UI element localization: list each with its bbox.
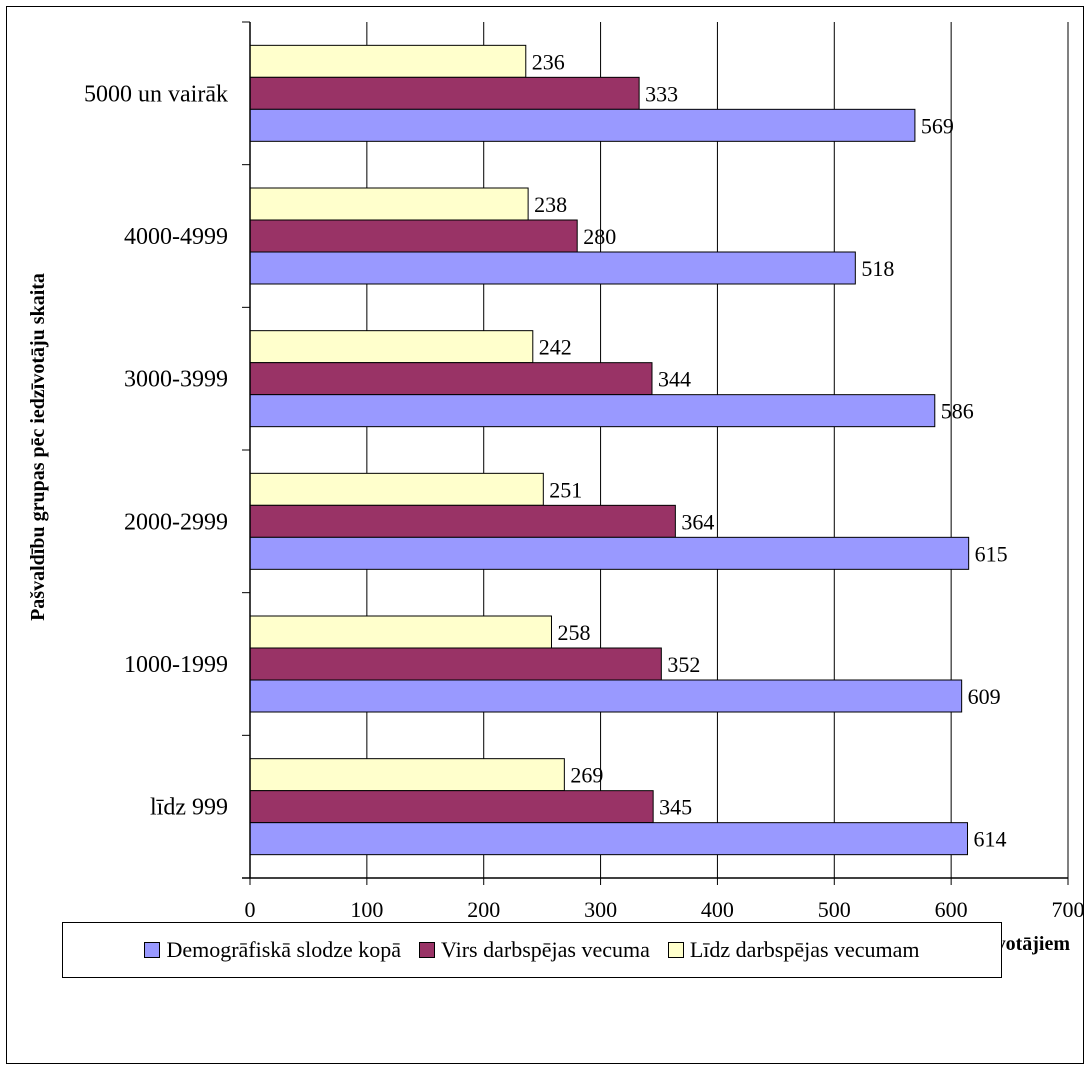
bar — [249, 330, 534, 364]
bar-value-label: 258 — [557, 620, 590, 645]
x-tick-label: 600 — [935, 897, 968, 922]
category-label: 2000-2999 — [124, 509, 228, 535]
bar-value-label: 333 — [645, 81, 678, 106]
legend-swatch-below — [667, 942, 684, 958]
bar — [249, 679, 963, 713]
x-tick-label: 100 — [350, 897, 383, 922]
bar — [249, 615, 552, 649]
legend-swatch-total — [144, 942, 161, 958]
legend: Demogrāfiskā slodze kopā Virs darbspējas… — [62, 922, 1002, 978]
bar — [249, 790, 654, 824]
data-labels: 269 345 614 258 352 609 251 364 615 242 344 586 238 2… — [532, 49, 1008, 851]
bar-value-label: 569 — [921, 113, 954, 138]
category-label: līdz 999 — [150, 795, 228, 821]
bar-value-label: 609 — [968, 684, 1001, 709]
bar — [249, 758, 565, 792]
bar — [249, 472, 544, 506]
bar — [249, 108, 916, 142]
bar-value-label: 344 — [658, 367, 691, 392]
bar — [249, 219, 578, 253]
bar-value-label: 345 — [659, 795, 692, 820]
bar — [249, 251, 856, 285]
bar-value-label: 518 — [861, 256, 894, 281]
axes: 0 100 200 300 400 500 600 700 līdz 999 1000-1999 2… — [84, 21, 1085, 922]
bar — [249, 187, 529, 221]
category-label: 3000-3999 — [124, 367, 228, 393]
bar-value-label: 364 — [681, 509, 714, 534]
x-tick-label: 700 — [1052, 897, 1085, 922]
bar-value-label: 280 — [583, 224, 616, 249]
bar — [249, 76, 640, 110]
legend-swatch-above — [419, 942, 436, 958]
bar — [249, 362, 653, 396]
legend-item-total: Demogrāfiskā slodze kopā — [144, 937, 401, 963]
category-label: 1000-1999 — [124, 652, 228, 678]
category-label: 5000 un vairāk — [84, 81, 228, 107]
legend-label-below: Līdz darbspējas vecumam — [689, 937, 920, 962]
bar-value-label: 352 — [667, 652, 700, 677]
bar-value-label: 586 — [941, 399, 974, 424]
bar-value-label: 615 — [975, 541, 1008, 566]
bar-value-label: 236 — [532, 49, 565, 74]
bar — [249, 822, 969, 856]
bar — [249, 504, 676, 538]
bar-value-label: 238 — [534, 192, 567, 217]
bar — [249, 394, 936, 428]
category-label: 4000-4999 — [124, 224, 228, 250]
bar — [249, 536, 970, 570]
bar-value-label: 251 — [549, 477, 582, 502]
x-tick-label: 500 — [818, 897, 851, 922]
legend-item-above: Virs darbspējas vecuma — [419, 937, 650, 963]
legend-item-below: Līdz darbspējas vecumam — [667, 937, 920, 963]
legend-label-total: Demogrāfiskā slodze kopā — [166, 937, 402, 962]
bar — [249, 647, 662, 681]
y-axis-label: Pašvaldību grupas pēc iedzīvotāju skaita — [27, 273, 49, 621]
bar-value-label: 242 — [539, 335, 572, 360]
x-tick-label: 0 — [245, 897, 256, 922]
legend-label-above: Virs darbspējas vecuma — [441, 937, 650, 962]
bar-value-label: 614 — [974, 827, 1007, 852]
x-tick-label: 200 — [467, 897, 500, 922]
x-tick-label: 300 — [584, 897, 617, 922]
bar-value-label: 269 — [570, 763, 603, 788]
grid-lines — [366, 22, 1069, 878]
x-tick-label: 400 — [701, 897, 734, 922]
bars — [249, 44, 970, 856]
bar — [249, 44, 527, 78]
